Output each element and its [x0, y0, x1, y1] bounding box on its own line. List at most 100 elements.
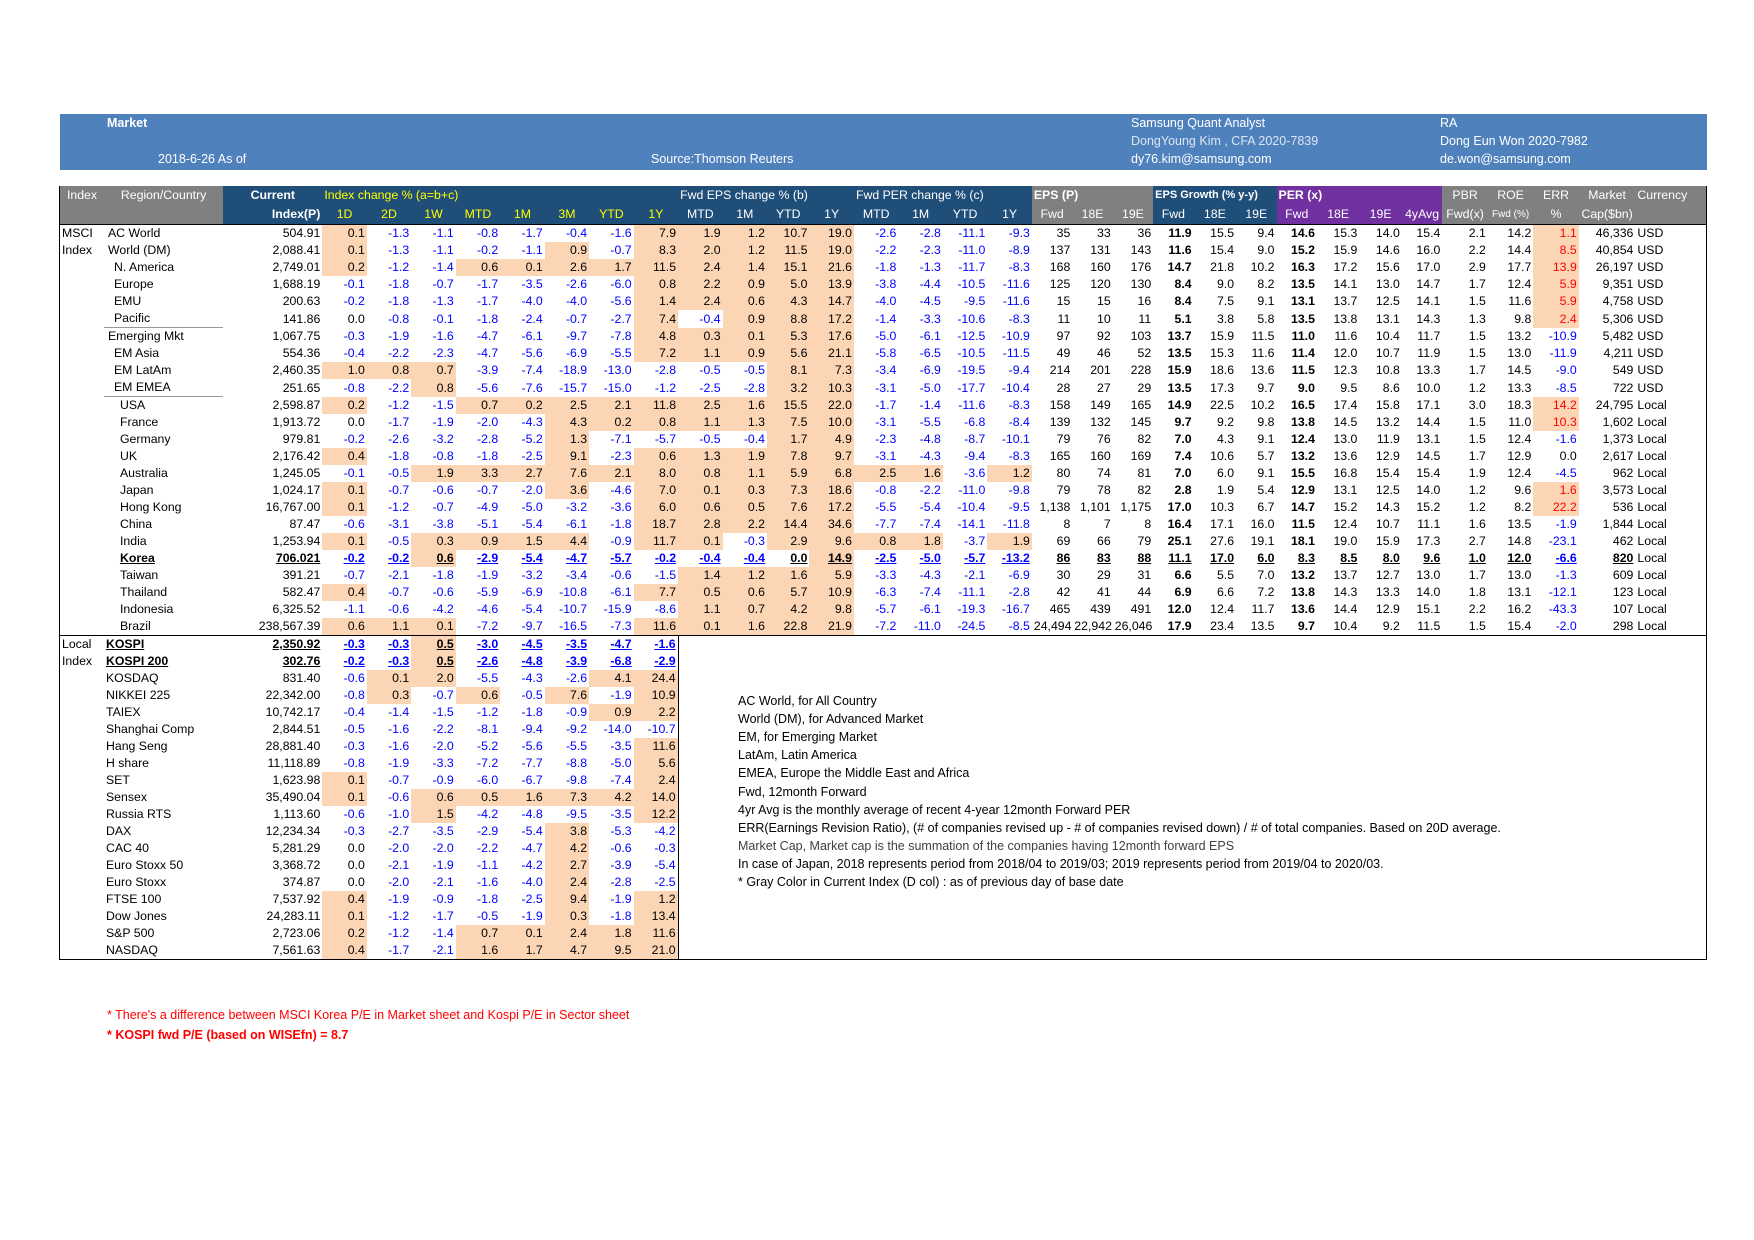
- index-change-cell: -5.5: [610, 346, 632, 361]
- err-cell: -8.5: [1555, 380, 1577, 395]
- per-cell: 13.2: [1291, 449, 1315, 464]
- note-line: AC World, for All Country: [738, 694, 877, 708]
- eps-change-cell: 0.0: [790, 551, 808, 566]
- index-change-cell: 0.6: [411, 550, 456, 567]
- per-header: PER (x): [1276, 186, 1443, 205]
- index-change-cell: 0.3: [411, 533, 456, 550]
- group-label: [58, 874, 104, 891]
- index-change-cell: -0.3: [343, 739, 365, 754]
- err-cell: -43.3: [1548, 602, 1577, 617]
- index-change-cell: 1.1: [366, 618, 412, 636]
- mcap-cell: 1,373: [1602, 432, 1634, 447]
- currency-cell: USD: [1635, 242, 1708, 259]
- group-label: [58, 567, 104, 584]
- idx-subheader-3: MTD: [455, 205, 501, 225]
- eps-growth-cell: 9.4: [1236, 224, 1277, 242]
- region-name: India: [119, 534, 147, 549]
- per-subheader-2: 19E: [1359, 205, 1402, 225]
- index-change-cell: -2.5: [521, 892, 543, 907]
- pbr-cell: 2.7: [1468, 534, 1486, 549]
- eps-growth-cell: 17.1: [1210, 517, 1235, 532]
- eps-cell: 92: [1097, 329, 1111, 344]
- per-cell: 17.3: [1416, 534, 1441, 549]
- index-change-cell: -1.3: [366, 224, 412, 242]
- index-change-cell: 0.3: [544, 908, 590, 925]
- per-change-cell: -11.0: [958, 483, 986, 498]
- per-cell: 13.2: [1291, 568, 1315, 583]
- index-name: TAIEX: [105, 705, 141, 720]
- per-cell: 14.0: [1359, 224, 1402, 242]
- current-index: 2,749.01: [272, 260, 321, 275]
- per-change-cell: -10.6: [957, 311, 986, 326]
- mcap-cell: 962: [1612, 466, 1634, 481]
- roe-cell: 13.0: [1507, 568, 1532, 583]
- index-change-cell: -3.9: [477, 363, 499, 378]
- index-change-cell: -2.8: [654, 363, 677, 378]
- pbr-cell: 2.2: [1468, 243, 1486, 258]
- index-change-cell: -0.9: [565, 705, 588, 720]
- index-change-cell: 21.0: [633, 942, 679, 960]
- per-cell: 11.0: [1291, 329, 1315, 344]
- index-change-cell: -1.8: [432, 568, 454, 583]
- region-name: China: [119, 517, 153, 532]
- index-change-cell: -0.2: [343, 432, 365, 447]
- per-change-cell: -8.3: [1008, 260, 1030, 275]
- pbr-cell: 1.9: [1468, 466, 1486, 481]
- eps-change-cell: -0.5: [743, 363, 766, 378]
- fwd-eps-change-header: Fwd EPS change % (b): [678, 186, 854, 205]
- eps-cell: 36: [1112, 224, 1154, 242]
- current-index: 5,281.29: [272, 841, 321, 856]
- eps-header: EPS (P): [1031, 186, 1154, 205]
- per-change-cell: -2.2: [919, 483, 941, 498]
- eps-cell: 79: [1137, 534, 1152, 549]
- index-change-cell: 0.8: [633, 414, 679, 431]
- per-change-cell: -3.7: [964, 534, 986, 549]
- index-change-cell: -1.1: [432, 243, 454, 258]
- eps-change-cell: 0.1: [678, 618, 723, 636]
- index-change-cell: -3.1: [388, 517, 410, 532]
- per-cell: 15.4: [1401, 224, 1443, 242]
- eps-cell: 46: [1097, 346, 1111, 361]
- per-change-cell: -11.1: [958, 585, 986, 600]
- table-row: Index World (DM) 2,088.41 0.1 -1.3 -1.1 -0.2 -1…: [58, 242, 1708, 259]
- per-change-cell: -2.3: [875, 432, 897, 447]
- eps-growth-cell: 6.0: [1257, 551, 1275, 566]
- index-change-cell: -13.0: [603, 363, 632, 378]
- per-change-cell: -10.9: [1001, 329, 1030, 344]
- per-change-cell: -5.5: [875, 500, 897, 515]
- pbr-cell: 2.2: [1468, 602, 1486, 617]
- eps-cell: 78: [1097, 483, 1111, 498]
- roe-cell: 14.8: [1507, 534, 1532, 549]
- eps-change-cell: 4.9: [809, 431, 854, 448]
- group-label: Index: [58, 242, 104, 259]
- table-row: Europe 1,688.19 -0.1 -1.8 -0.7 -1.7 -3.5 -2.6 -6…: [58, 276, 1708, 293]
- group-label: [58, 738, 104, 755]
- per-cell: 14.7: [1291, 500, 1315, 515]
- mcap-cell: 3,573: [1602, 483, 1634, 498]
- eps-growth-cell: 5.8: [1257, 311, 1275, 326]
- per-change-cell: -3.1: [875, 380, 897, 395]
- table-row: Local KOSPI 2,350.92 -0.3 -0.3 0.5 -3.0 -4.5 -3.…: [58, 635, 1708, 653]
- index-change-cell: -6.1: [610, 585, 632, 600]
- eps-growth-cell: 17.0: [1167, 500, 1192, 515]
- currency-cell: Local: [1635, 584, 1708, 601]
- per-cell: 14.0: [1416, 483, 1441, 498]
- roe-cell: 13.2: [1507, 329, 1532, 344]
- per-change-cell: -4.3: [919, 449, 941, 464]
- roe-cell: 12.9: [1507, 449, 1532, 464]
- eps-growth-cell: 11.9: [1153, 224, 1194, 242]
- index-change-cell: -4.8: [521, 654, 543, 669]
- per-chg-subheader-1: 1M: [898, 205, 943, 225]
- region-name: USA: [103, 396, 224, 414]
- group-label: [58, 516, 104, 533]
- index-change-cell: -0.3: [633, 840, 679, 857]
- index-change-cell: 7.0: [633, 482, 679, 499]
- index-name: KOSPI: [103, 635, 224, 653]
- index-change-cell: -1.5: [432, 705, 454, 720]
- index-change-cell: -1.6: [477, 875, 499, 890]
- pbr-cell: 1.7: [1468, 568, 1486, 583]
- index-change-cell: -0.6: [343, 671, 365, 686]
- mcap-cell: 5,482: [1602, 329, 1634, 344]
- index-change-cell: 0.2: [322, 925, 367, 942]
- per-cell: 15.9: [1375, 534, 1400, 549]
